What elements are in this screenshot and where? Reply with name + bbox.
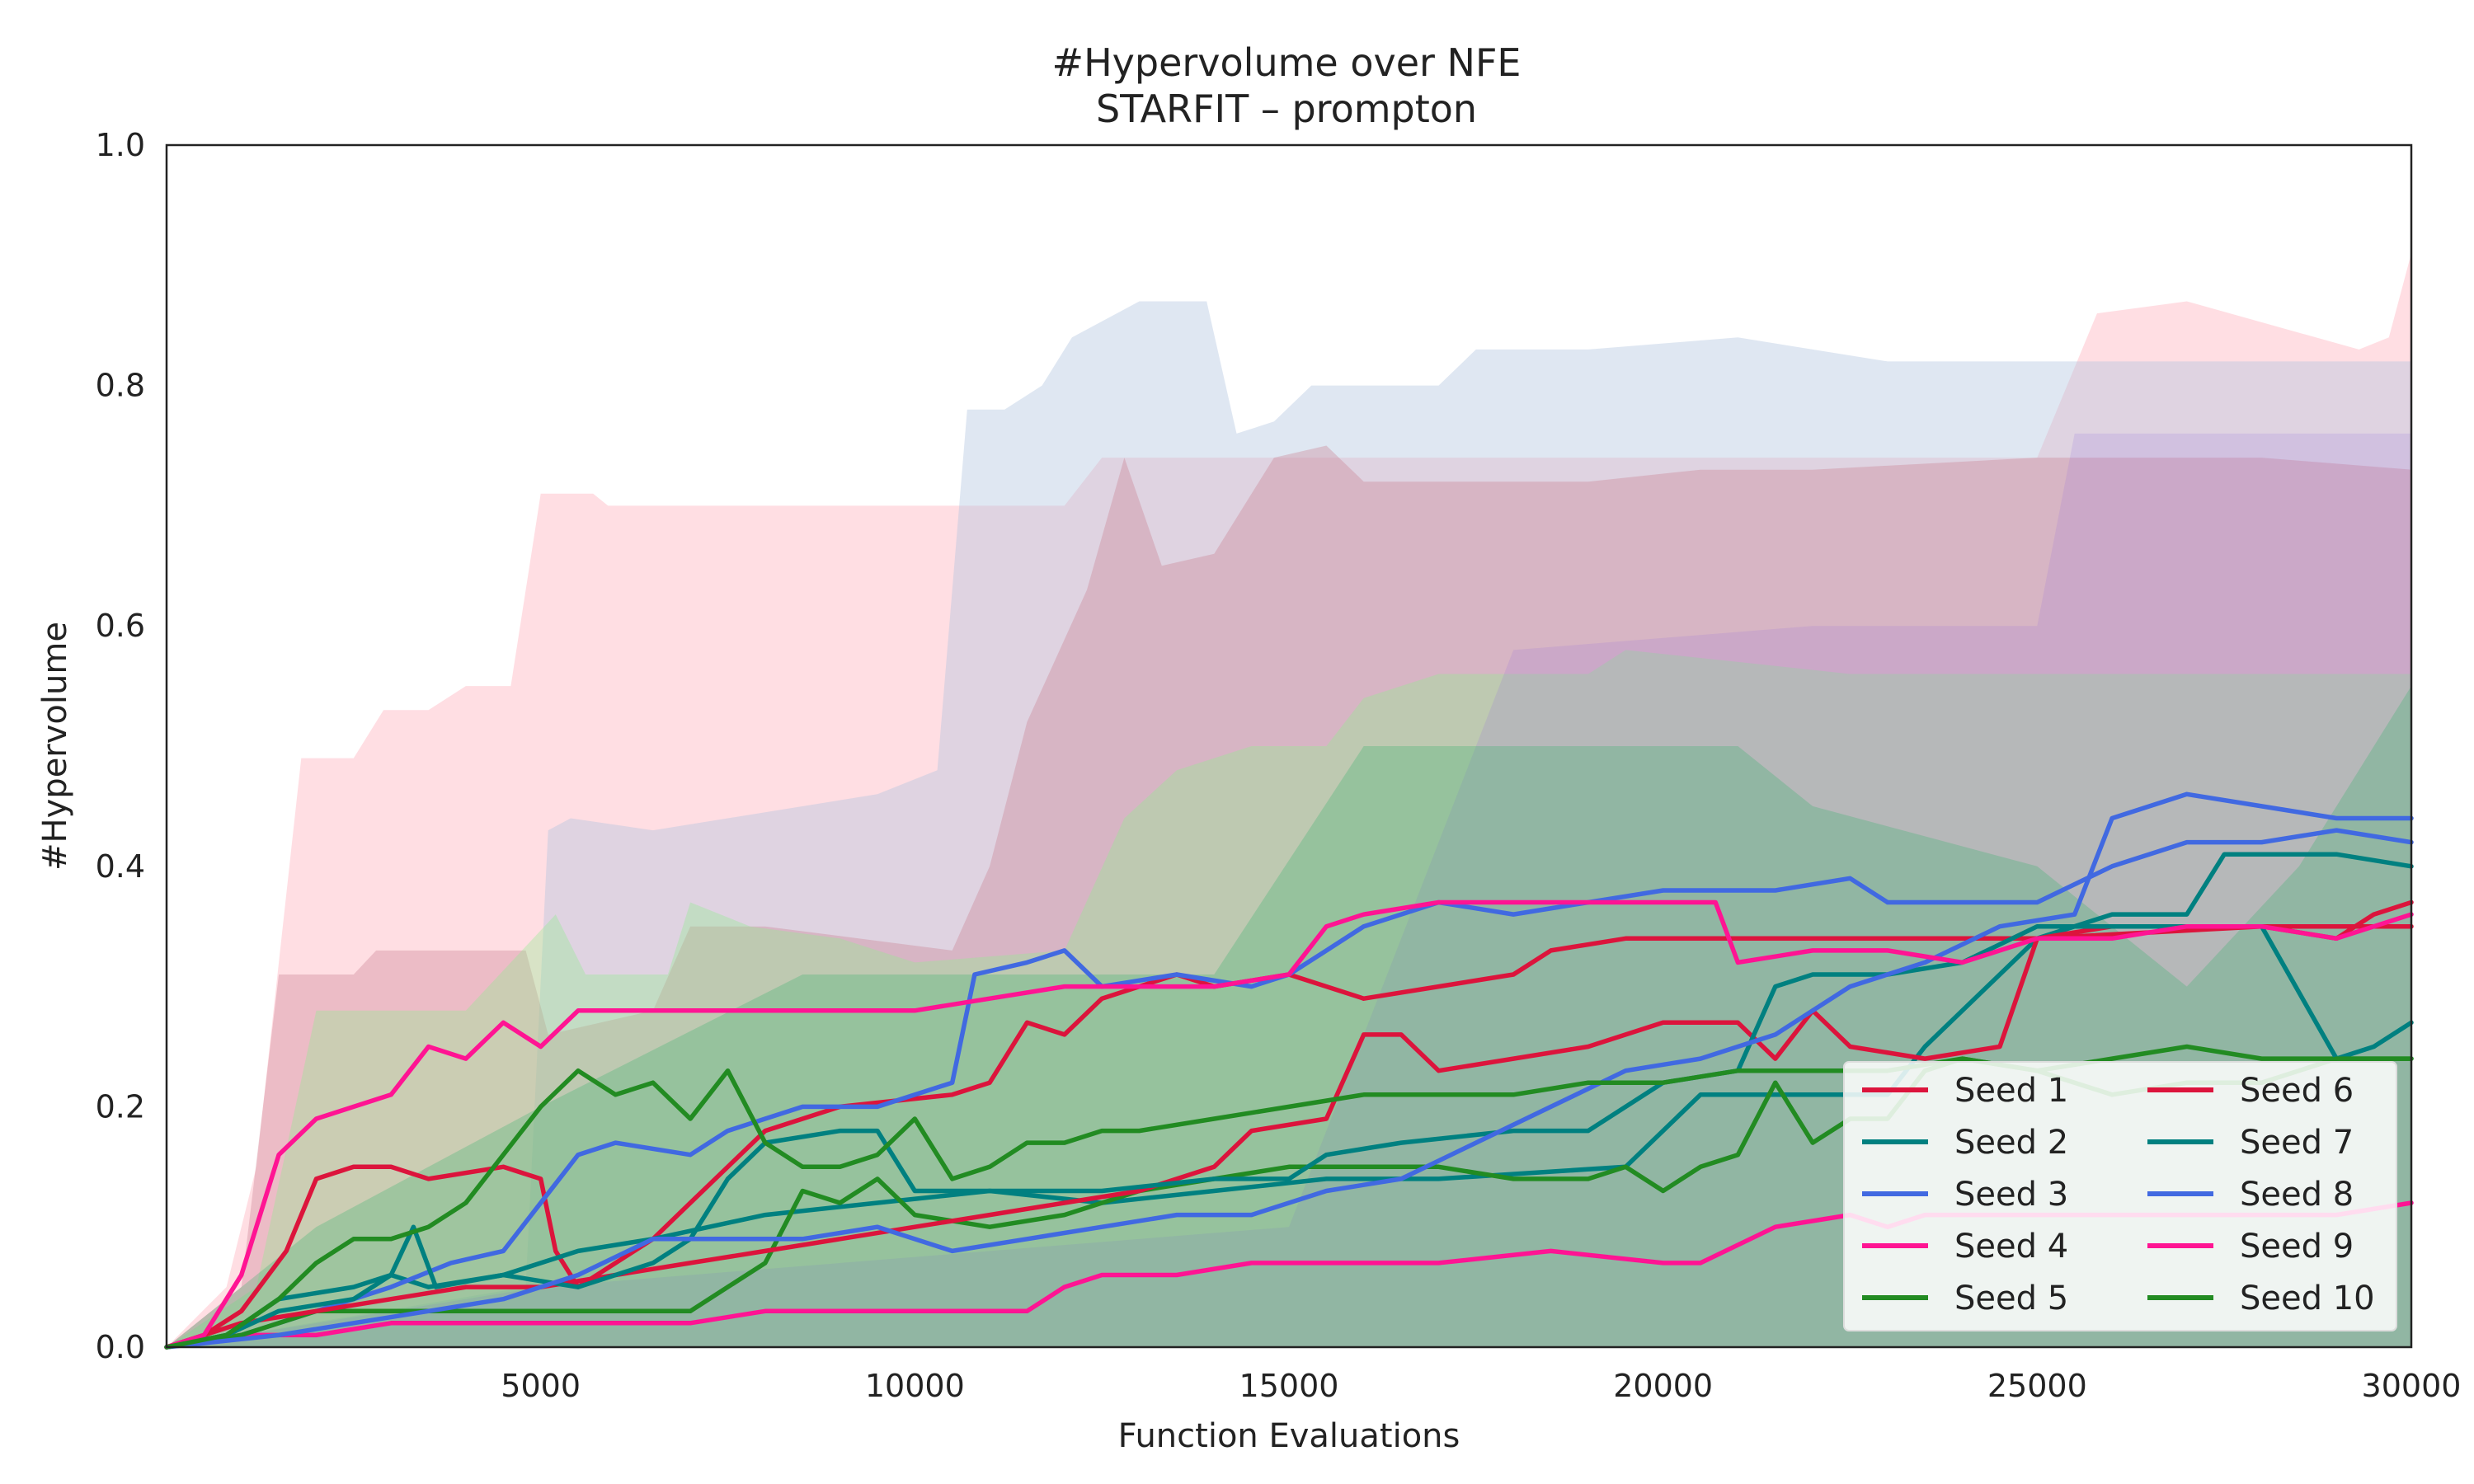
y-tick-label: 0.0 [96,1329,145,1365]
legend-label: Seed 9 [2240,1228,2354,1266]
y-tick-label: 0.2 [96,1088,145,1125]
legend-label: Seed 3 [1954,1176,2068,1214]
legend-label: Seed 8 [2240,1176,2354,1214]
x-tick-label: 5000 [501,1368,581,1404]
y-tick-label: 0.8 [96,368,145,404]
y-axis-label: #Hypervolume [36,622,74,871]
x-tick-label: 30000 [2362,1368,2462,1404]
legend-label: Seed 10 [2240,1280,2375,1317]
y-tick-label: 1.0 [96,127,145,163]
x-axis-label: Function Evaluations [1118,1417,1460,1455]
x-tick-label: 15000 [1239,1368,1339,1404]
legend-label: Seed 5 [1954,1280,2068,1317]
legend-label: Seed 2 [1954,1124,2068,1162]
x-tick-label: 25000 [1987,1368,2087,1404]
legend-label: Seed 4 [1954,1228,2068,1266]
legend: Seed 1 Seed 2 Seed 3 Seed 4 Seed 5 Seed 6 Seed… [1844,1062,2396,1331]
y-tick-label: 0.4 [96,848,145,885]
legend-label: Seed 7 [2240,1124,2354,1162]
x-tick-label: 10000 [865,1368,965,1404]
legend-label: Seed 6 [2240,1072,2354,1110]
x-tick-label: 20000 [1613,1368,1713,1404]
legend-label: Seed 1 [1954,1072,2068,1110]
y-tick-label: 0.6 [96,608,145,644]
chart-subtitle: STARFIT – prompton [1096,87,1477,131]
chart-title: #Hypervolume over NFE [1052,40,1522,85]
